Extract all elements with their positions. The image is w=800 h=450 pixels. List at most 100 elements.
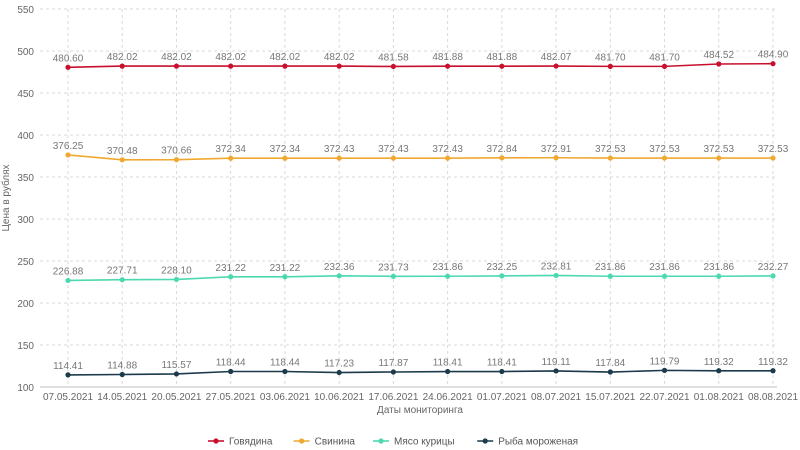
data-point <box>716 273 722 279</box>
data-label: 372.43 <box>432 144 463 155</box>
data-label: 370.48 <box>107 146 138 157</box>
data-label: 484.52 <box>703 50 734 61</box>
data-point <box>716 61 722 67</box>
y-tick-label: 450 <box>17 89 34 100</box>
data-label: 372.84 <box>487 144 518 155</box>
data-point <box>661 155 668 161</box>
x-tick-label: 22.07.2021 <box>640 392 690 403</box>
data-point <box>499 273 505 279</box>
data-point <box>770 61 776 67</box>
data-point <box>282 63 288 69</box>
y-tick-label: 250 <box>17 257 34 268</box>
data-point <box>770 368 776 374</box>
series-line <box>67 369 773 376</box>
data-point <box>65 372 71 378</box>
data-label: 232.81 <box>541 261 572 272</box>
data-label: 484.90 <box>758 50 789 61</box>
legend-marker <box>482 438 488 444</box>
data-label: 232.36 <box>324 262 355 273</box>
data-point <box>65 277 71 284</box>
data-label: 232.27 <box>758 262 789 273</box>
data-labels: 480.60 482.02 482.02 482.02 482.02 482.02 481.… <box>53 50 789 372</box>
series-layer <box>65 61 776 378</box>
series-line <box>67 154 773 161</box>
grid <box>40 8 777 388</box>
data-point <box>336 155 342 161</box>
axes: 100 150 200 250 300 350 400 450 500 550 07.05.2021… <box>17 5 798 403</box>
data-label: 114.88 <box>107 361 137 372</box>
data-point <box>661 273 668 279</box>
data-label: 118.41 <box>487 358 517 369</box>
x-tick-label: 15.07.2021 <box>585 392 635 403</box>
data-point <box>119 371 125 378</box>
x-tick-label: 10.06.2021 <box>314 392 364 403</box>
data-point <box>445 155 451 161</box>
data-label: 231.22 <box>215 263 246 274</box>
data-point <box>336 63 342 69</box>
data-label: 372.34 <box>270 144 301 155</box>
y-tick-label: 350 <box>17 173 34 184</box>
data-label: 118.44 <box>270 358 300 369</box>
data-point <box>445 273 451 279</box>
data-label: 231.86 <box>432 262 463 273</box>
data-label: 480.60 <box>53 53 84 64</box>
data-point <box>282 368 288 375</box>
data-label: 481.70 <box>649 52 680 63</box>
y-axis-title: Цена в рублях <box>0 164 12 231</box>
data-point <box>228 368 234 375</box>
data-label: 482.02 <box>161 52 192 63</box>
data-point <box>282 155 288 161</box>
data-point <box>445 63 451 69</box>
data-label: 372.43 <box>378 144 409 155</box>
data-label: 372.53 <box>595 144 626 155</box>
data-point <box>716 368 722 374</box>
data-point <box>553 155 559 161</box>
data-label: 481.70 <box>595 52 626 63</box>
data-label: 372.53 <box>758 144 789 155</box>
data-point <box>119 277 125 283</box>
data-label: 376.25 <box>53 141 84 152</box>
x-tick-label: 17.06.2021 <box>368 392 418 403</box>
data-label: 226.88 <box>53 266 84 277</box>
data-point <box>119 157 125 163</box>
data-point <box>390 273 396 279</box>
data-label: 117.84 <box>595 358 625 369</box>
legend-label: Рыба мороженая <box>498 436 578 448</box>
data-point <box>499 155 505 161</box>
x-tick-label: 01.07.2021 <box>477 392 527 403</box>
data-point <box>228 63 234 69</box>
legend-marker <box>299 438 305 444</box>
data-point <box>336 273 342 279</box>
data-point <box>607 369 613 375</box>
data-point <box>661 367 668 373</box>
data-point <box>607 155 613 161</box>
series-line <box>67 274 774 282</box>
data-label: 372.34 <box>215 144 246 155</box>
x-tick-label: 14.05.2021 <box>97 392 147 403</box>
data-label: 372.53 <box>649 144 680 155</box>
data-label: 482.02 <box>107 52 138 63</box>
data-label: 227.71 <box>107 266 138 277</box>
legend-marker <box>378 438 384 444</box>
data-label: 482.02 <box>215 52 246 63</box>
data-point <box>770 273 776 279</box>
data-label: 115.57 <box>162 360 192 371</box>
data-label: 119.32 <box>704 357 734 368</box>
data-point <box>336 369 342 376</box>
data-label: 231.22 <box>270 263 301 274</box>
legend-marker <box>213 438 219 444</box>
series-line <box>67 62 774 69</box>
data-point <box>65 152 71 158</box>
data-point <box>390 63 396 70</box>
data-point <box>228 274 234 280</box>
data-label: 119.32 <box>758 357 788 368</box>
data-point <box>607 273 613 279</box>
data-point <box>499 63 505 69</box>
data-point <box>173 276 180 282</box>
data-label: 481.58 <box>378 52 409 63</box>
y-tick-label: 200 <box>17 299 34 310</box>
y-tick-label: 550 <box>17 5 34 16</box>
data-label: 117.23 <box>324 359 354 370</box>
data-label: 481.88 <box>487 52 518 63</box>
data-label: 231.86 <box>649 262 680 273</box>
